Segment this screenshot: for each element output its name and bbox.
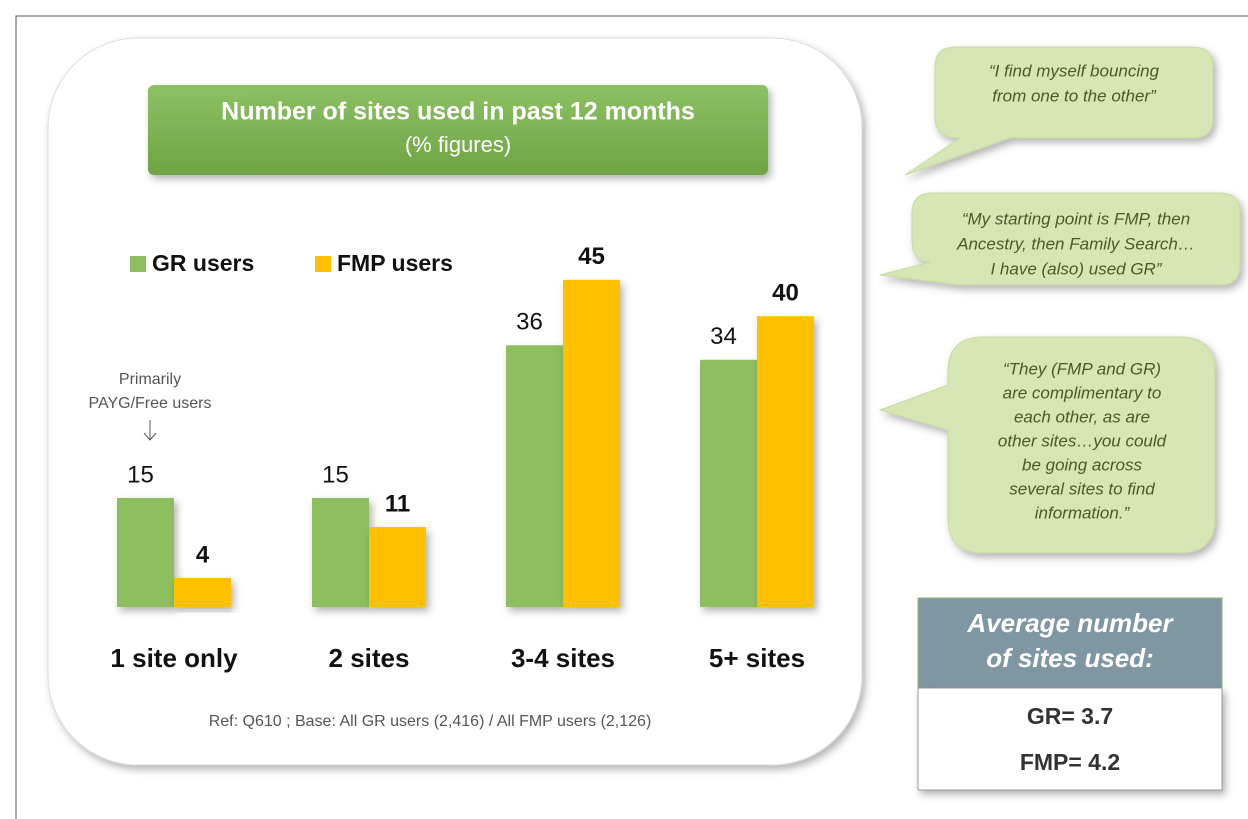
x-tick-label: 2 sites	[329, 643, 410, 673]
average-title: of sites used:	[986, 643, 1154, 673]
quote-bubble	[904, 46, 1214, 176]
chart-subtitle: (% figures)	[405, 132, 511, 157]
quote-line: information.”	[1035, 503, 1131, 522]
frame	[15, 15, 1248, 819]
annotation: Primarily	[119, 371, 181, 388]
quote-line: be going across	[1022, 455, 1143, 474]
average-header	[917, 597, 1223, 689]
annotation: PAYG/Free users	[89, 395, 212, 412]
legend-label: GR users	[152, 250, 254, 276]
quote-line: other sites…you could	[998, 431, 1167, 450]
value-label: 34	[710, 323, 737, 350]
annotation-arrow	[143, 420, 157, 441]
chart-title: Number of sites used in past 12 months	[221, 98, 695, 126]
chart-panel	[47, 37, 863, 766]
x-tick-label: 1 site only	[110, 643, 238, 673]
title-box	[148, 85, 768, 175]
value-label: 11	[385, 490, 410, 517]
bar	[757, 316, 814, 607]
bar	[369, 527, 426, 607]
legend-swatch	[315, 256, 331, 272]
bar	[117, 497, 174, 607]
quote-line: “I find myself bouncing	[989, 61, 1160, 80]
value-label: 4	[196, 541, 210, 568]
legend-swatch	[130, 256, 146, 272]
value-label: 40	[772, 280, 799, 307]
legend-label: FMP users	[337, 250, 453, 276]
value-label: 15	[322, 461, 349, 488]
average-body	[917, 687, 1223, 791]
value-label: 36	[516, 309, 543, 336]
x-tick-label: 5+ sites	[709, 643, 805, 673]
bar	[700, 359, 757, 607]
x-tick-label: 3-4 sites	[511, 643, 615, 673]
quote-line: several sites to find	[1009, 479, 1155, 498]
quote-line: Ancestry, then Family Search…	[956, 234, 1195, 253]
quote-line: are complimentary to	[1003, 383, 1162, 402]
value-label: 45	[578, 243, 605, 270]
quote-line: each other, as are	[1014, 407, 1150, 426]
value-label: 15	[127, 461, 154, 488]
quote-line: “They (FMP and GR)	[1003, 359, 1161, 378]
quote-line: I have (also) used GR”	[990, 259, 1162, 278]
bar	[312, 497, 369, 607]
quote-bubbles	[878, 46, 1241, 554]
average-line: GR= 3.7	[1027, 703, 1113, 729]
footnote: Ref: Q610 ; Base: All GR users (2,416) /…	[209, 713, 652, 730]
average-line: FMP= 4.2	[1020, 749, 1120, 775]
average-title: Average number	[966, 608, 1174, 638]
quote-bubble	[878, 336, 1216, 554]
bar	[506, 345, 563, 607]
quote-line: “My starting point is FMP, then	[962, 209, 1190, 228]
bar	[563, 279, 620, 607]
quote-bubble	[879, 192, 1241, 286]
quote-line: from one to the other”	[992, 86, 1157, 105]
bar	[174, 577, 231, 607]
